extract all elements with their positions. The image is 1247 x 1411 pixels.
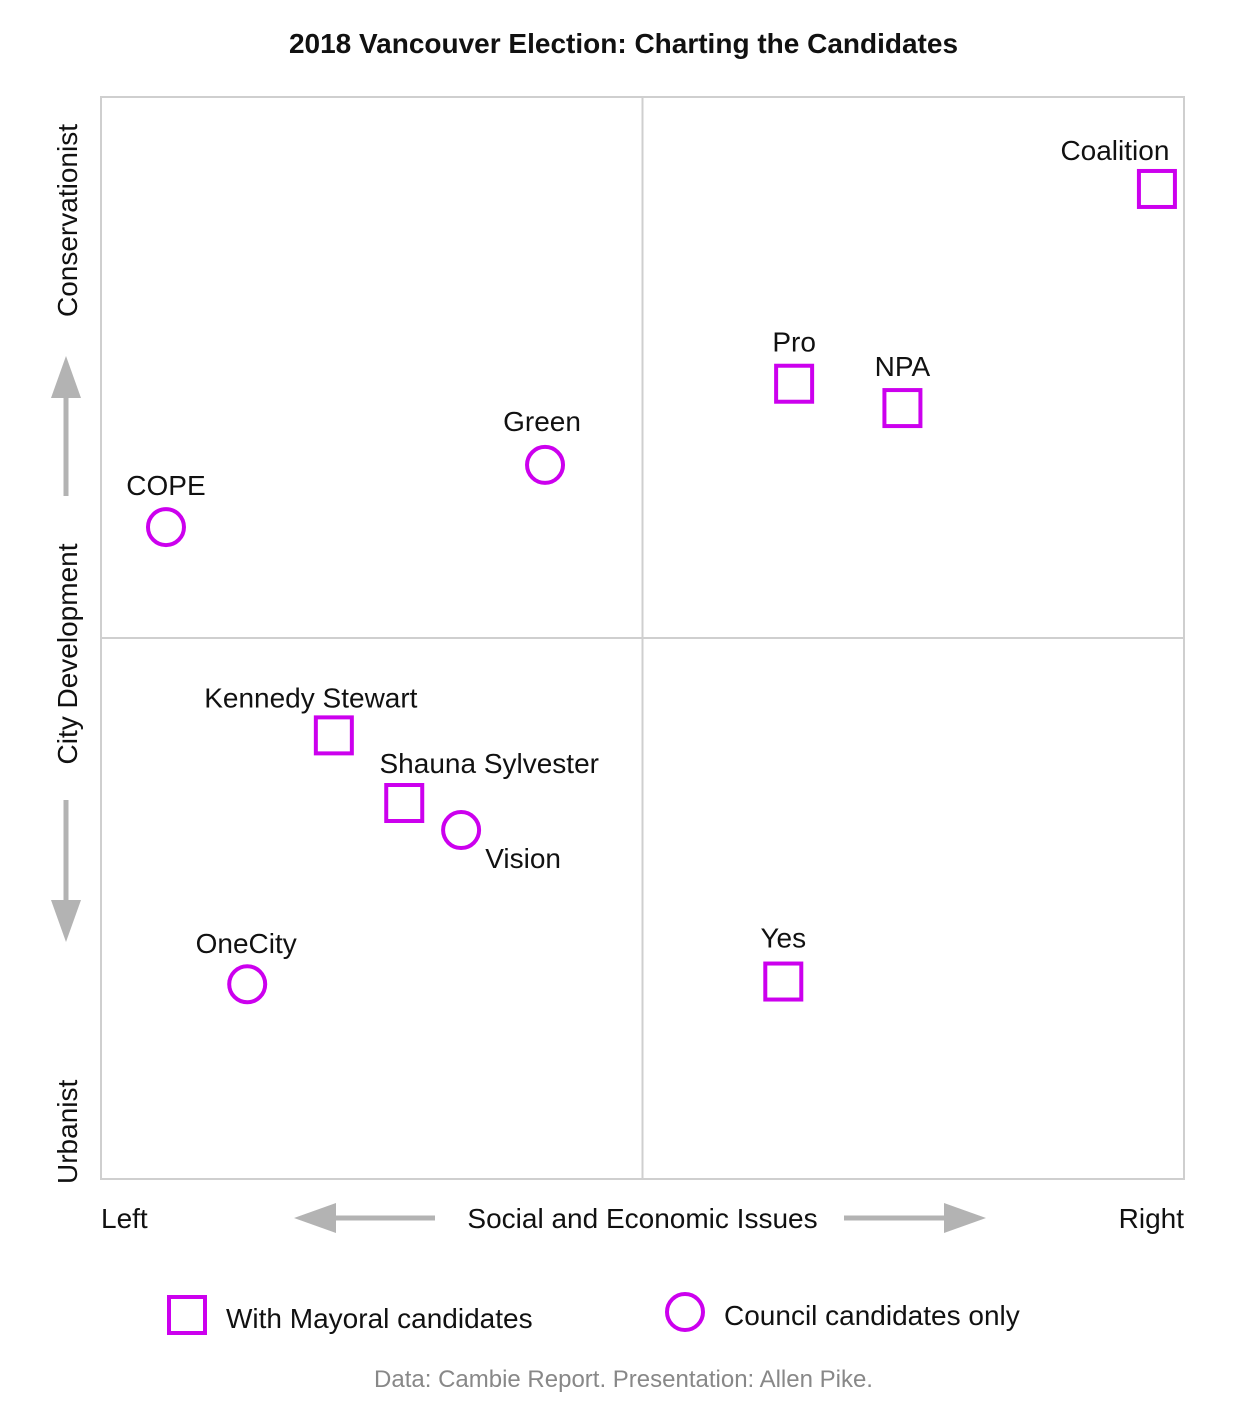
- marker-square-pro: [774, 363, 815, 404]
- marker-square-yes: [763, 961, 804, 1002]
- y-arrow-down-head: [51, 900, 81, 942]
- legend-square-marker: [167, 1295, 207, 1335]
- point-label-kennedy-stewart: Kennedy Stewart: [204, 682, 417, 713]
- point-label-yes: Yes: [760, 923, 806, 954]
- marker-circle-vision: [441, 810, 482, 851]
- y-top-label: Conservationist: [52, 124, 83, 317]
- point-label-coalition: Coalition: [1060, 135, 1169, 166]
- legend-label-2: Council candidates only: [724, 1300, 1020, 1331]
- x-left-label: Left: [101, 1203, 148, 1234]
- point-label-vision: Vision: [485, 843, 561, 874]
- point-label-shauna-sylvester: Shauna Sylvester: [380, 748, 599, 779]
- y-axis-title: City Development: [52, 543, 83, 764]
- legend-label-1: With Mayoral candidates: [226, 1303, 533, 1334]
- point-label-green: Green: [503, 406, 581, 437]
- y-arrow-up-head: [51, 356, 81, 398]
- x-arrow-left-head: [294, 1203, 336, 1233]
- x-right-label: Right: [1119, 1203, 1185, 1234]
- x-arrow-right-head: [944, 1203, 986, 1233]
- marker-circle-cope: [145, 507, 186, 548]
- marker-square-kennedy-stewart: [313, 715, 354, 756]
- marker-square-shauna-sylvester: [384, 783, 425, 824]
- y-bottom-label: Urbanist: [52, 1080, 83, 1184]
- credit-text: Data: Cambie Report. Presentation: Allen…: [374, 1366, 873, 1393]
- x-axis-title: Social and Economic Issues: [467, 1203, 817, 1234]
- marker-circle-green: [525, 444, 566, 485]
- point-label-onecity: OneCity: [196, 928, 297, 959]
- marker-circle-onecity: [227, 964, 268, 1005]
- point-label-pro: Pro: [772, 327, 816, 358]
- marker-square-coalition: [1136, 168, 1177, 209]
- legend-circle-marker: [665, 1292, 705, 1332]
- point-label-npa: NPA: [875, 351, 931, 382]
- point-label-cope: COPE: [126, 470, 205, 501]
- marker-square-npa: [882, 388, 923, 429]
- chart-title: 2018 Vancouver Election: Charting the Ca…: [288, 28, 959, 59]
